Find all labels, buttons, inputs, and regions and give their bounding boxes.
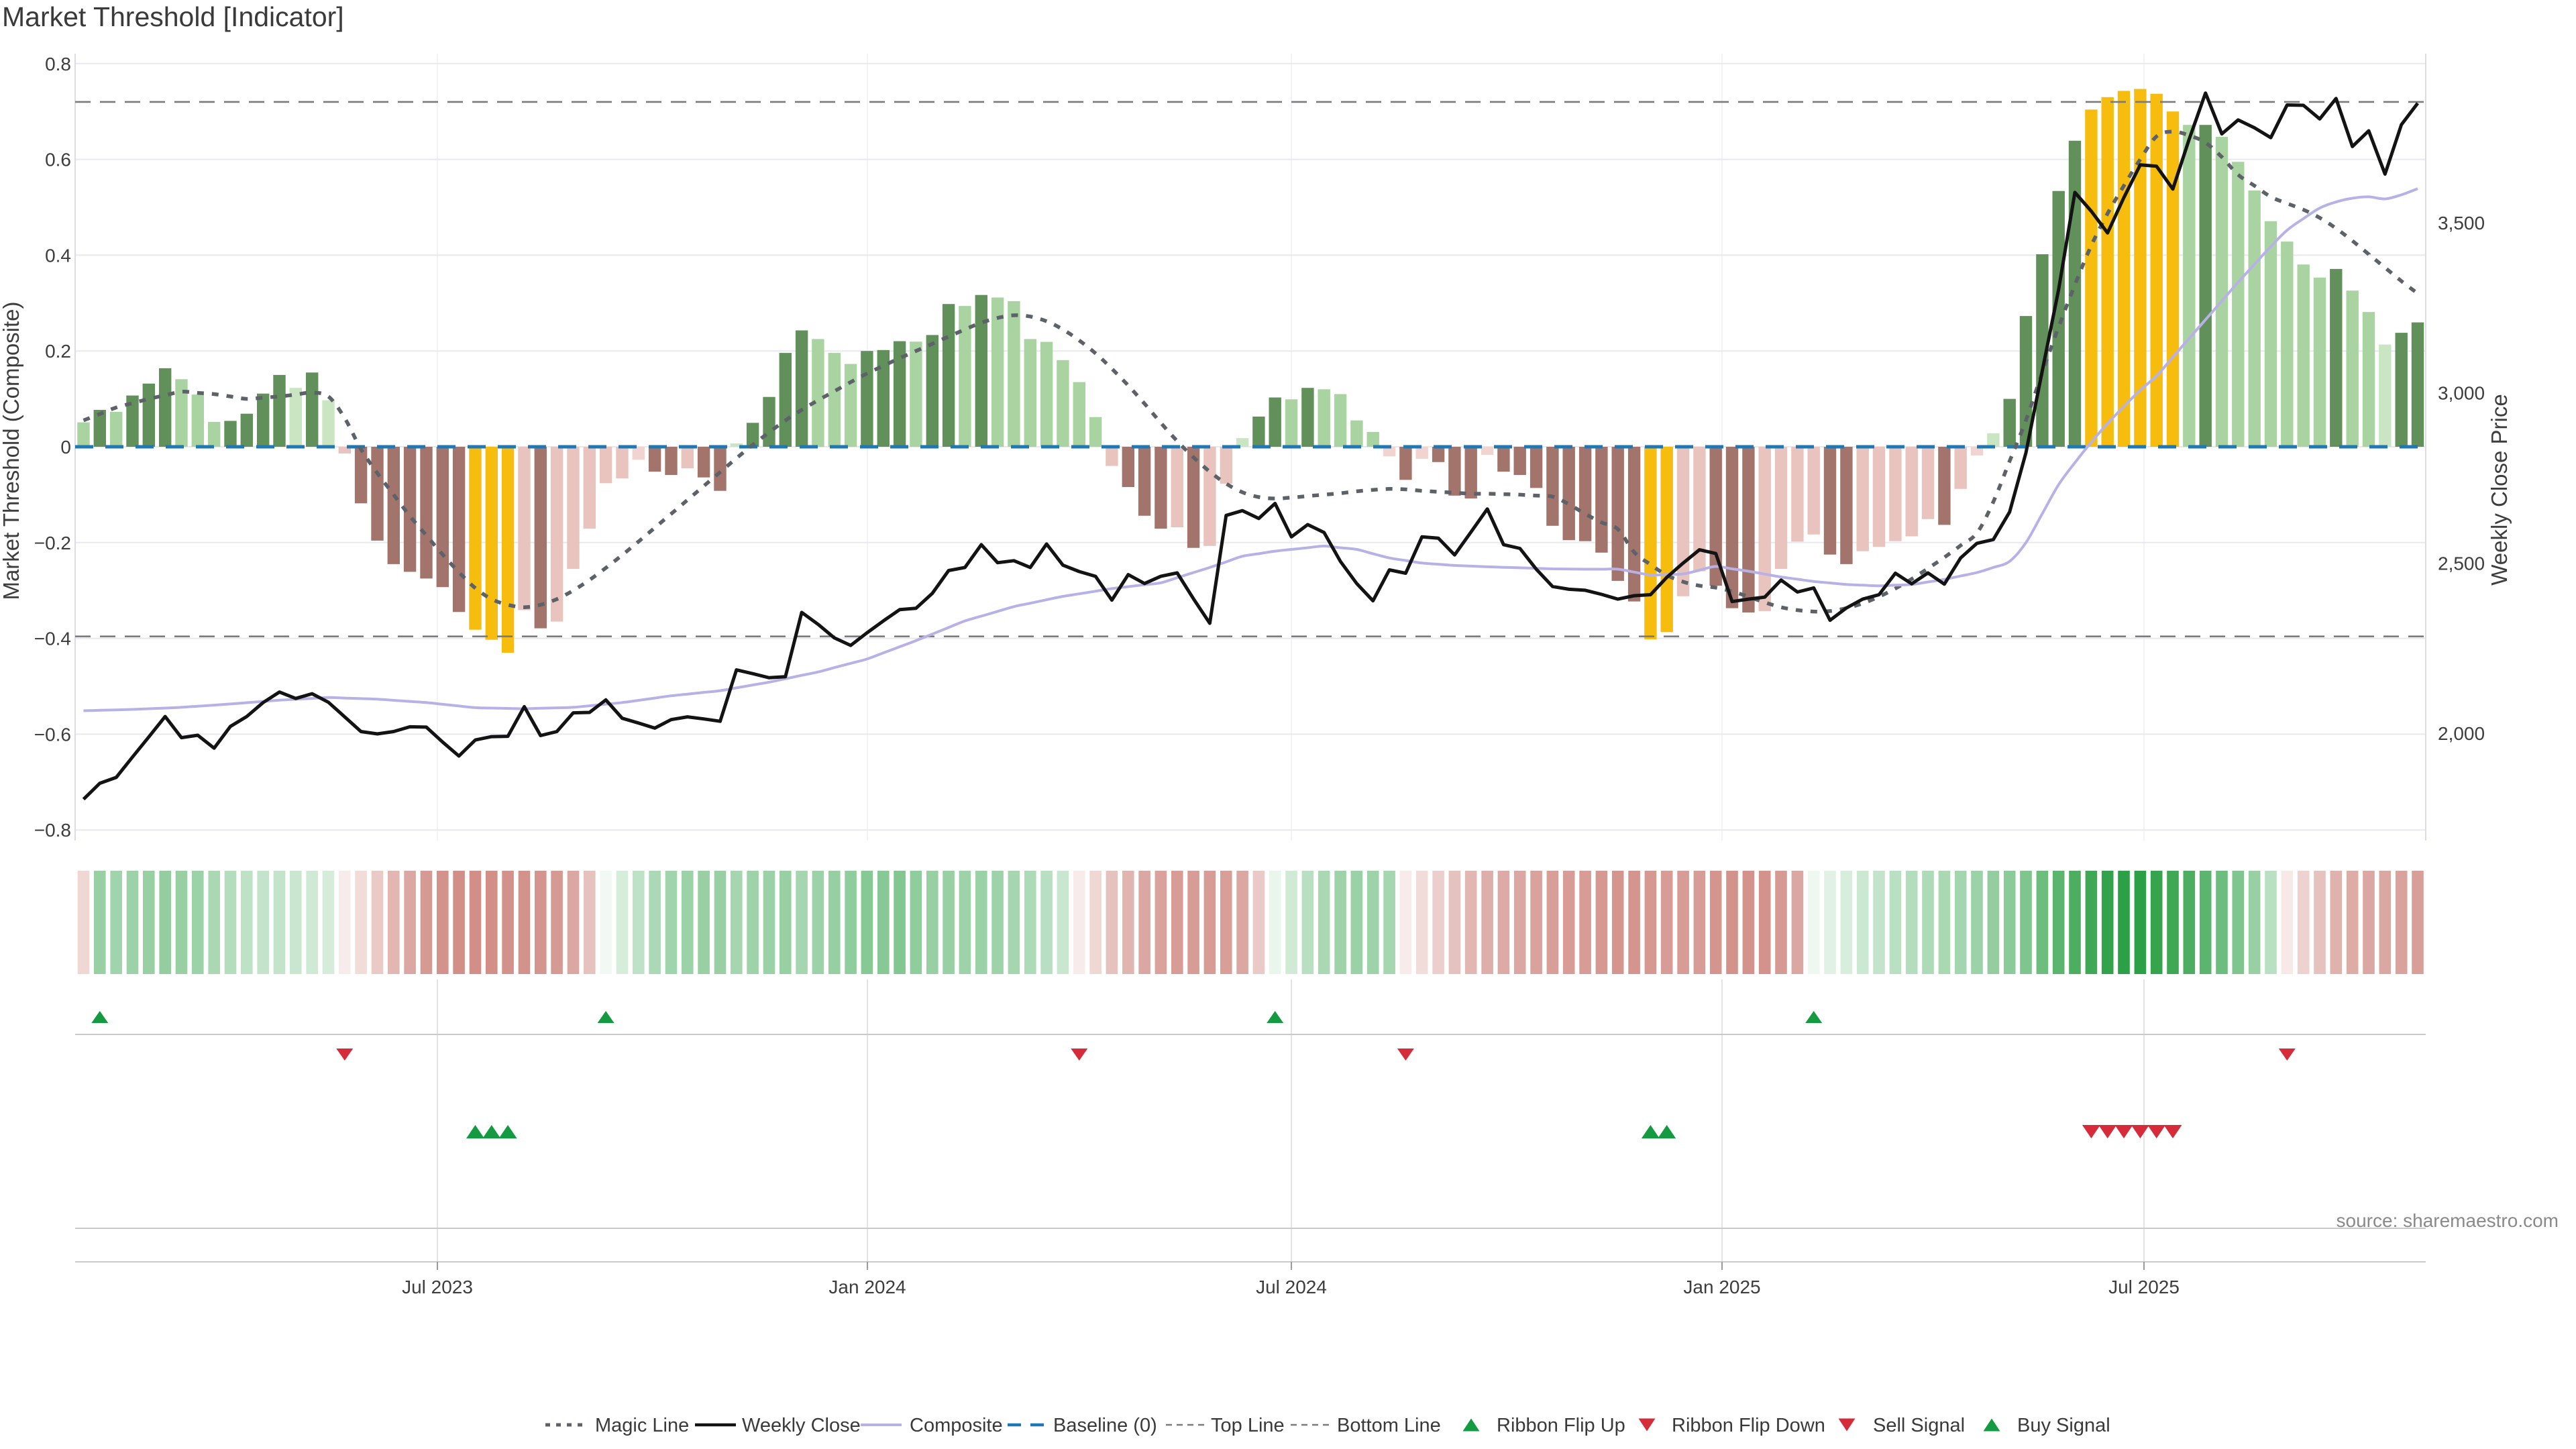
svg-text:Jul 2024: Jul 2024 — [1256, 1277, 1327, 1297]
svg-text:0.8: 0.8 — [45, 54, 71, 74]
svg-text:source: sharemaestro.com: source: sharemaestro.com — [2337, 1210, 2559, 1231]
svg-text:Jul 2025: Jul 2025 — [2108, 1277, 2180, 1297]
svg-text:0.6: 0.6 — [45, 150, 71, 170]
svg-text:0: 0 — [60, 437, 71, 458]
svg-text:0.2: 0.2 — [45, 341, 71, 362]
svg-text:Ribbon Flip Up: Ribbon Flip Up — [1497, 1415, 1625, 1436]
svg-text:−0.2: −0.2 — [34, 533, 71, 553]
svg-text:Composite: Composite — [910, 1415, 1003, 1436]
svg-text:3,500: 3,500 — [2438, 213, 2485, 233]
svg-text:Baseline (0): Baseline (0) — [1053, 1415, 1157, 1436]
svg-text:Bottom Line: Bottom Line — [1337, 1415, 1441, 1436]
svg-text:2,500: 2,500 — [2438, 553, 2485, 574]
svg-text:0.4: 0.4 — [45, 245, 71, 266]
svg-text:−0.4: −0.4 — [34, 629, 71, 649]
svg-text:Jul 2023: Jul 2023 — [402, 1277, 473, 1297]
svg-text:Top Line: Top Line — [1211, 1415, 1285, 1436]
svg-text:3,000: 3,000 — [2438, 383, 2485, 404]
svg-text:Buy Signal: Buy Signal — [2017, 1415, 2110, 1436]
svg-text:Weekly Close: Weekly Close — [742, 1415, 861, 1436]
svg-text:Magic Line: Magic Line — [595, 1415, 689, 1436]
svg-text:Jan 2024: Jan 2024 — [828, 1277, 906, 1297]
svg-text:Market Threshold (Composite): Market Threshold (Composite) — [0, 301, 23, 600]
svg-text:Weekly Close Price: Weekly Close Price — [2487, 394, 2512, 585]
svg-text:Sell Signal: Sell Signal — [1873, 1415, 1965, 1436]
svg-text:Market Threshold [Indicator]: Market Threshold [Indicator] — [2, 1, 344, 32]
svg-text:2,000: 2,000 — [2438, 723, 2485, 744]
svg-text:−0.8: −0.8 — [34, 820, 71, 841]
svg-text:−0.6: −0.6 — [34, 724, 71, 745]
svg-text:Jan 2025: Jan 2025 — [1683, 1277, 1760, 1297]
svg-text:Ribbon Flip Down: Ribbon Flip Down — [1672, 1415, 1825, 1436]
